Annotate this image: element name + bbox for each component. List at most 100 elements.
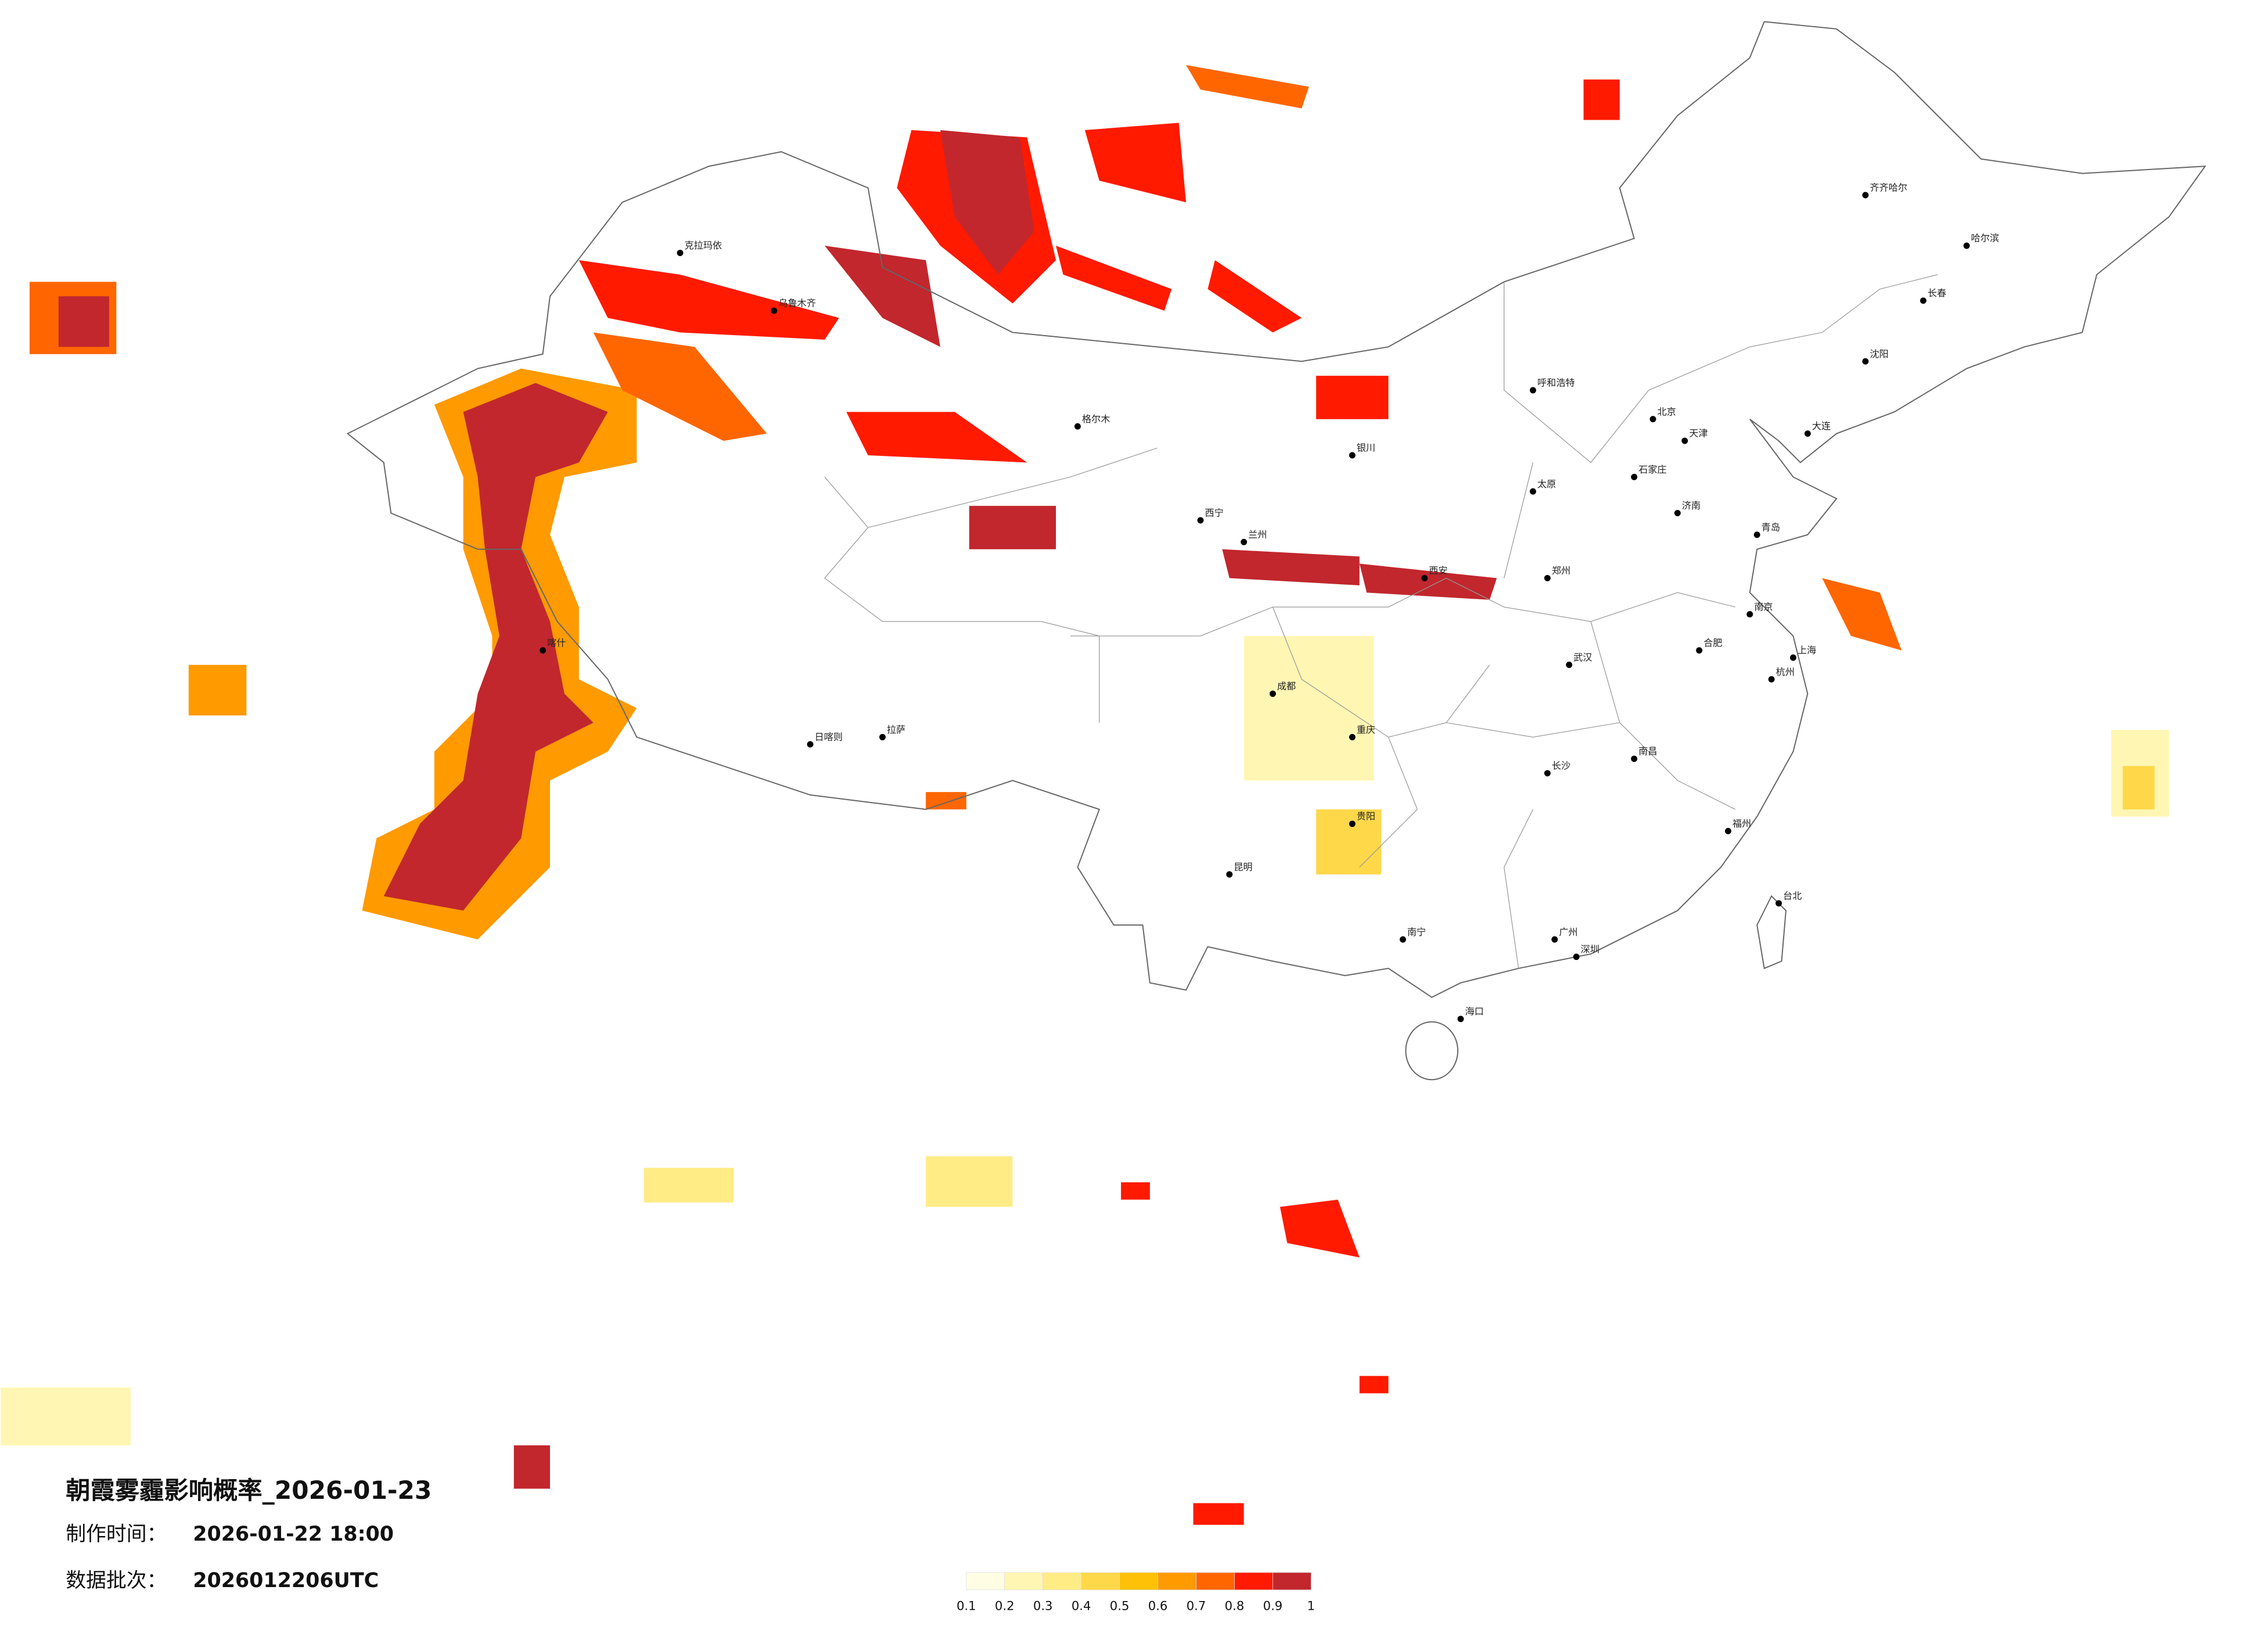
- city-dot: [1269, 690, 1276, 697]
- city-dot: [1457, 1016, 1464, 1023]
- city-label: 拉萨: [887, 724, 905, 735]
- city-label: 西宁: [1205, 508, 1223, 519]
- city-label: 克拉玛依: [684, 240, 722, 251]
- city-label: 南昌: [1638, 746, 1657, 757]
- city-label: 贵阳: [1357, 811, 1375, 822]
- city-dot: [1241, 538, 1248, 545]
- haze-patch: [1222, 549, 1360, 585]
- city-dot: [1573, 954, 1580, 961]
- province-borders: [824, 274, 1938, 969]
- city-dot: [1551, 936, 1558, 943]
- legend-tick-label: 0.9: [1263, 1599, 1283, 1613]
- city-label: 南宁: [1407, 926, 1426, 937]
- country-border: [346, 21, 2206, 998]
- city-label: 乌鲁木齐: [778, 298, 816, 309]
- legend-swatch: [1004, 1572, 1044, 1591]
- legend-tick-label: 0.2: [995, 1599, 1015, 1613]
- city-label: 喀什: [547, 638, 566, 649]
- haze-patch: [1316, 376, 1389, 419]
- island-border: [1756, 895, 1787, 969]
- haze-patch: [1583, 79, 1620, 120]
- city-dot: [1631, 473, 1638, 480]
- city-label: 兰州: [1248, 529, 1267, 540]
- city-dot: [1226, 871, 1233, 878]
- boundaries: [346, 21, 2206, 1081]
- city-dot: [1399, 936, 1406, 943]
- haze-patch: [1193, 1503, 1244, 1525]
- city-dot: [1349, 452, 1356, 459]
- city-label: 杭州: [1776, 666, 1795, 677]
- city-dot: [1197, 517, 1204, 524]
- city-label: 哈尔滨: [1971, 233, 1999, 244]
- legend-swatch: [1196, 1572, 1235, 1591]
- city-label: 广州: [1559, 926, 1577, 937]
- haze-patch: [1056, 246, 1172, 311]
- haze-patch: [1279, 1199, 1360, 1258]
- city-dot: [540, 647, 547, 654]
- production-time-value: 2026-01-22 18:00: [193, 1523, 394, 1546]
- production-time-label: 制作时间：: [66, 1523, 167, 1546]
- map-title: 朝霞雾霾影响概率_2026-01-23: [66, 1476, 432, 1505]
- city-label: 呼和浩特: [1537, 377, 1575, 388]
- haze-layer: [1, 65, 2169, 1525]
- city-label: 长春: [1928, 287, 1946, 298]
- city-label: 福州: [1733, 818, 1751, 829]
- city-label: 西安: [1429, 565, 1447, 576]
- haze-patch: [926, 792, 966, 810]
- haze-patch: [578, 260, 839, 340]
- city-dot: [1681, 437, 1688, 444]
- legend-tick-label: 0.4: [1072, 1599, 1091, 1613]
- city-label: 日喀则: [814, 731, 842, 742]
- city-dot: [1724, 828, 1731, 834]
- city-dot: [1649, 416, 1656, 423]
- city-dot: [1421, 575, 1428, 582]
- city-dot: [1789, 654, 1796, 661]
- legend-tick-label: 1: [1307, 1599, 1315, 1613]
- city-dot: [1775, 900, 1782, 907]
- haze-patch: [1359, 563, 1497, 600]
- city-label: 海口: [1465, 1006, 1483, 1017]
- legend-swatch: [1119, 1572, 1158, 1591]
- city-dot: [1753, 531, 1760, 538]
- city-dot: [1349, 821, 1356, 828]
- haze-patch: [969, 506, 1056, 549]
- batch-label: 数据批次：: [66, 1569, 167, 1592]
- legend-tick-label: 0.7: [1187, 1599, 1206, 1613]
- haze-patch: [58, 296, 109, 347]
- city-dot: [1696, 647, 1703, 654]
- city-label: 南京: [1754, 601, 1773, 612]
- city-dot: [771, 307, 778, 314]
- city-label: 天津: [1689, 428, 1708, 439]
- city-label: 长沙: [1552, 760, 1570, 771]
- haze-patch: [1, 1387, 131, 1445]
- haze-patch: [1316, 809, 1382, 875]
- legend-tick-label: 0.1: [957, 1599, 976, 1613]
- legend-swatch: [1273, 1572, 1311, 1591]
- haze-patch: [1359, 1376, 1389, 1394]
- city-label: 台北: [1783, 890, 1802, 901]
- legend-swatch: [1081, 1572, 1120, 1591]
- legend-swatch: [1158, 1572, 1196, 1591]
- city-dot: [1631, 756, 1638, 762]
- city-label: 沈阳: [1870, 348, 1888, 359]
- city-dot: [1746, 611, 1753, 618]
- haze-patch: [513, 1445, 550, 1489]
- haze-patch: [940, 130, 1034, 275]
- haze-patch: [2122, 766, 2155, 810]
- city-dot: [1349, 733, 1356, 740]
- city-label: 太原: [1537, 479, 1556, 490]
- city-dot: [1920, 297, 1926, 304]
- city-label: 合肥: [1703, 638, 1722, 649]
- city-label: 格尔木: [1082, 413, 1110, 425]
- city-dot: [807, 741, 814, 748]
- city-label: 武汉: [1573, 652, 1592, 663]
- legend-tick-label: 0.6: [1148, 1599, 1168, 1613]
- legend-tick-label: 0.5: [1110, 1599, 1130, 1613]
- haze-patch: [1822, 578, 1902, 650]
- haze-patch: [1084, 123, 1187, 203]
- city-label: 北京: [1657, 406, 1676, 417]
- legend-tick-label: 0.3: [1033, 1599, 1053, 1613]
- haze-patch: [1121, 1182, 1150, 1200]
